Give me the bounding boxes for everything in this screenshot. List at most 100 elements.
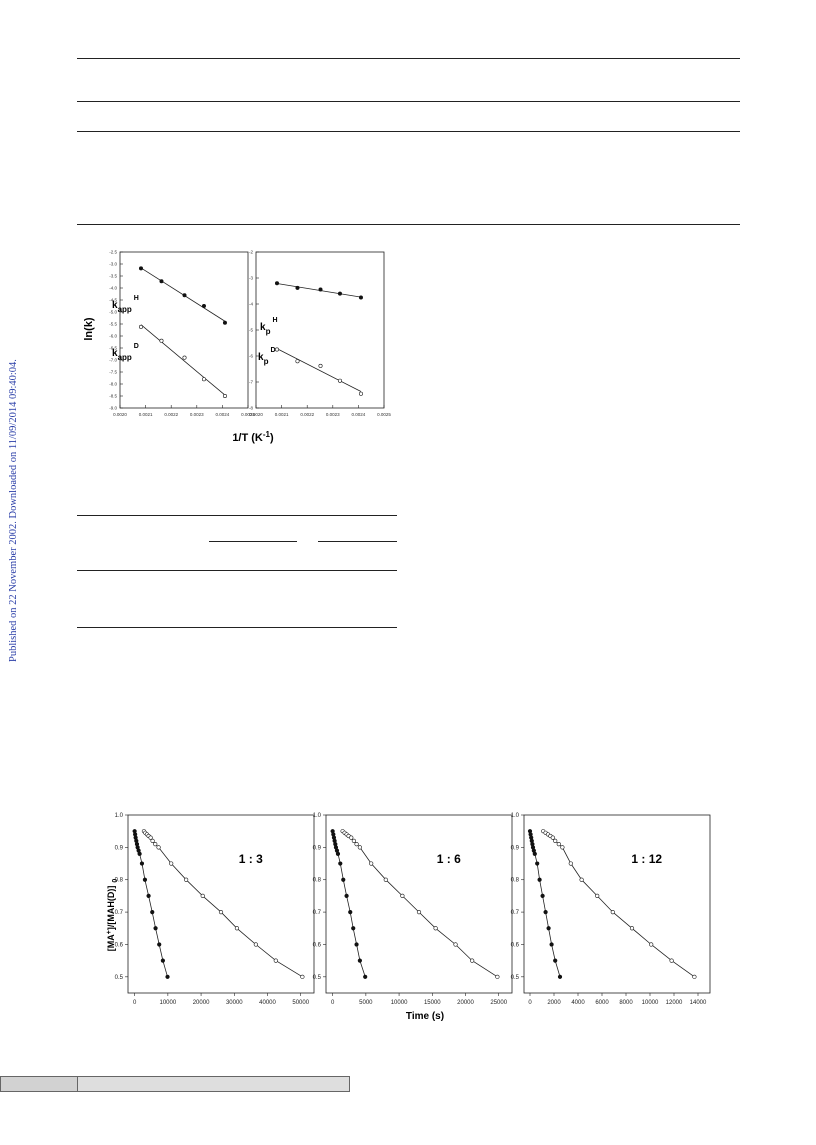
x-tick-label: 0.0023 xyxy=(190,412,204,417)
data-point xyxy=(649,942,654,947)
y-tick-label: -7.0 xyxy=(109,358,117,363)
y-tick-label: 0.6 xyxy=(511,942,520,948)
data-point xyxy=(532,851,537,856)
arrhenius-left-panel: 0.0020 0.0021 0.0022 0.0023 0.0024 0.0025 -2.5… xyxy=(109,250,255,417)
y-tick-label: -6 xyxy=(249,354,253,359)
data-point xyxy=(354,842,359,847)
data-point xyxy=(568,861,573,866)
kinetics-panel-1-12: 0 2000 4000 6000 8000 10000 12000 14000 0.5 0.6 0.… xyxy=(511,813,711,1006)
y-tick-label: -8 xyxy=(249,406,253,411)
data-point xyxy=(358,295,363,300)
y-tick-label: -4.5 xyxy=(109,298,117,303)
y-tick-label: -4.0 xyxy=(109,286,117,291)
x-tick-label: 0.0020 xyxy=(113,412,127,417)
fit-curve xyxy=(342,830,498,978)
data-point xyxy=(363,974,368,979)
data-point xyxy=(358,391,363,396)
kinetics-panel-1-3: 0 10000 20000 30000 40000 50000 0.5 0.6 0.7 0.8 0.… xyxy=(115,813,315,1006)
data-point xyxy=(629,926,635,931)
table2-mid-rule xyxy=(77,570,397,571)
data-point xyxy=(337,378,342,383)
table2-bottom-rule xyxy=(77,627,397,628)
kinetics-figure: [MA+]/[MAH(D)]0 0 10000 20000 30000 40000 500… xyxy=(106,813,711,1022)
x-tick-label: 14000 xyxy=(690,1000,707,1006)
fit-line xyxy=(276,348,362,392)
x-tick-label: 20000 xyxy=(193,1000,210,1006)
data-point xyxy=(348,909,353,915)
data-point xyxy=(349,835,354,840)
table2-top-rule xyxy=(77,515,397,516)
y-tick-label: 0.8 xyxy=(511,878,520,884)
fit-line xyxy=(140,324,226,396)
x-tick-label: 10000 xyxy=(391,1000,408,1006)
data-point xyxy=(153,926,158,931)
plot-frame xyxy=(325,814,513,994)
y-tick-label: -4 xyxy=(249,302,253,307)
data-point xyxy=(201,377,206,382)
arrhenius-figure: ln(k) 0.0020 0.0021 0.0022 0.0023 0.0024 0.00… xyxy=(83,250,391,444)
data-point xyxy=(344,893,349,899)
data-point xyxy=(156,845,161,850)
data-point xyxy=(556,842,561,847)
data-point xyxy=(416,909,422,915)
data-point xyxy=(546,926,551,931)
table2-span-rule-left xyxy=(209,541,297,542)
data-point xyxy=(137,851,142,856)
y-tick-label: 0.5 xyxy=(511,975,520,981)
kinetics-panel-1-6: 0 5000 10000 15000 20000 25000 0.5 0.6 0.7 0.8 0.9… xyxy=(313,813,513,1006)
table1-top-rule xyxy=(77,58,740,59)
series-label-d: kappD xyxy=(112,343,139,362)
x-tick-label: 0 xyxy=(331,1000,335,1006)
data-point xyxy=(357,958,362,963)
x-tick-label: 50000 xyxy=(292,1000,309,1006)
x-tick-label: 8000 xyxy=(619,1000,633,1006)
data-point xyxy=(383,877,388,882)
y-tick-label: 0.6 xyxy=(115,942,124,948)
data-point xyxy=(610,909,615,915)
data-point xyxy=(295,285,300,290)
arrhenius-ylabel: ln(k) xyxy=(83,317,95,341)
data-point xyxy=(146,893,151,899)
data-point xyxy=(470,958,475,963)
y-tick-label: -7.5 xyxy=(109,370,117,375)
y-tick-label: 1.0 xyxy=(511,813,520,819)
data-point xyxy=(274,281,279,286)
data-point xyxy=(337,291,342,296)
data-point xyxy=(550,835,555,840)
data-point xyxy=(351,838,356,843)
x-tick-label: 5000 xyxy=(359,1000,373,1006)
data-point xyxy=(669,958,674,963)
y-tick-label: 0.5 xyxy=(313,975,322,981)
data-point xyxy=(553,958,558,963)
y-tick-label: -3.5 xyxy=(109,274,117,279)
y-tick-label: -8.5 xyxy=(109,394,117,399)
x-tick-label: 0.0022 xyxy=(164,412,178,417)
x-tick-label: 25000 xyxy=(490,1000,507,1006)
data-point xyxy=(138,266,143,271)
data-point xyxy=(138,324,143,329)
arrhenius-right-panel: 0.0020 0.0021 0.0022 0.0023 0.0024 0.0025 -2 -3… xyxy=(249,250,391,417)
x-tick-label: 0.0021 xyxy=(139,412,153,417)
data-point xyxy=(157,942,162,947)
data-point xyxy=(222,320,227,325)
y-tick-label: -2 xyxy=(249,250,253,255)
x-tick-label: 12000 xyxy=(666,1000,683,1006)
x-tick-label: 15000 xyxy=(424,1000,441,1006)
data-point xyxy=(139,861,145,866)
data-point xyxy=(165,974,170,979)
x-tick-label: 10000 xyxy=(160,1000,177,1006)
y-tick-label: -9.0 xyxy=(109,406,117,411)
y-tick-label: -7 xyxy=(249,380,253,385)
data-point xyxy=(222,394,227,399)
data-point xyxy=(453,942,458,947)
y-tick-label: 1.0 xyxy=(115,813,124,819)
plot-frame xyxy=(119,251,249,409)
data-point xyxy=(153,842,158,847)
data-point xyxy=(159,279,164,284)
series-label-d: kpD xyxy=(258,347,276,366)
data-point xyxy=(253,942,258,947)
data-point xyxy=(300,974,305,979)
y-tick-label: 0.7 xyxy=(313,910,322,916)
kinetics-xlabel: Time (s) xyxy=(406,1011,444,1022)
data-point xyxy=(535,861,540,866)
